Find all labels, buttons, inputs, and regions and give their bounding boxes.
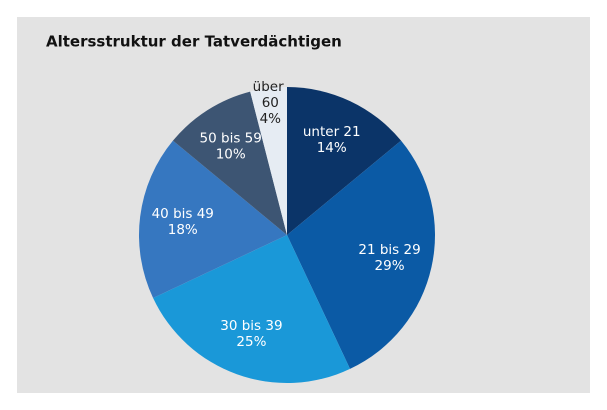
slice-value-label: 18% bbox=[168, 222, 198, 238]
chart-title: Altersstruktur der Tatverdächtigen bbox=[46, 33, 342, 51]
slice-label: 50 bis 59 bbox=[200, 130, 262, 146]
slice-value-label: 25% bbox=[236, 334, 266, 350]
pie-slice bbox=[172, 91, 287, 235]
slice-label: 30 bis 39 bbox=[220, 318, 282, 334]
pie-slice bbox=[250, 87, 287, 235]
slice-label: 21 bis 29 bbox=[358, 242, 420, 258]
pie-slice bbox=[139, 140, 287, 299]
slice-label: über 60 bbox=[253, 79, 288, 111]
slice-value-label: 29% bbox=[375, 258, 405, 274]
pie-slice bbox=[153, 235, 351, 383]
slice-label: 40 bis 49 bbox=[152, 206, 214, 222]
slice-value-label: 10% bbox=[216, 146, 246, 162]
pie-slice bbox=[287, 87, 402, 235]
slice-label: unter 21 bbox=[303, 124, 361, 140]
slice-value-label: 14% bbox=[317, 140, 347, 156]
pie-slice bbox=[287, 140, 435, 369]
slice-value-label: 4% bbox=[260, 111, 282, 127]
